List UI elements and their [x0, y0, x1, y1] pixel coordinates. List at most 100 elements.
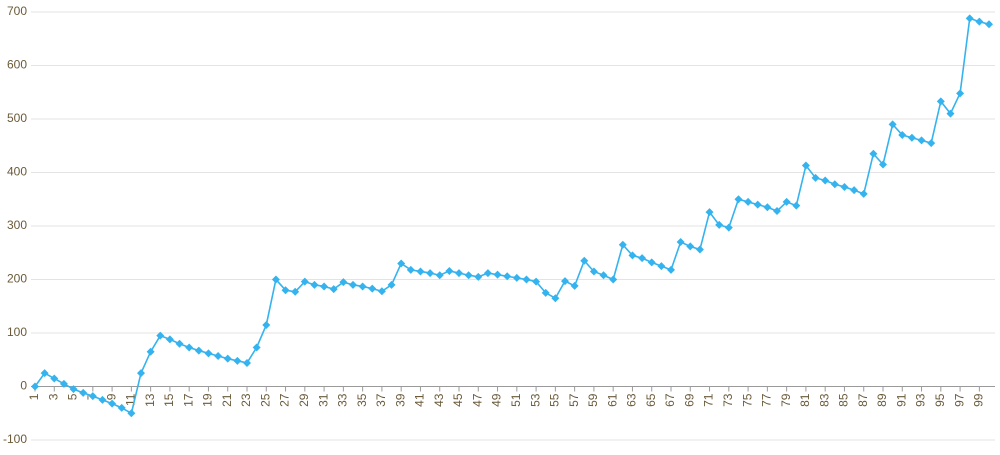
- point-marker: [349, 280, 357, 289]
- point-marker: [898, 131, 907, 140]
- point-marker: [31, 382, 39, 391]
- point-marker: [618, 240, 627, 249]
- point-marker: [435, 271, 444, 280]
- point-marker: [724, 223, 733, 232]
- point-marker: [532, 277, 541, 286]
- point-marker: [493, 270, 502, 279]
- point-marker: [79, 388, 88, 397]
- point-marker: [175, 339, 184, 348]
- point-marker: [676, 238, 685, 247]
- point-marker: [223, 354, 232, 363]
- point-marker: [310, 280, 319, 289]
- point-marker: [965, 14, 974, 23]
- point-marker: [262, 320, 271, 329]
- x-tick-label: 9: [104, 393, 118, 400]
- x-tick-label: 75: [740, 393, 754, 407]
- x-tick-label: 25: [258, 393, 272, 407]
- x-tick-label: 99: [972, 393, 986, 407]
- x-tick-label: 87: [856, 393, 870, 407]
- x-tick-label: 23: [239, 393, 253, 407]
- series-line: [34, 17, 990, 415]
- x-tick-label: 45: [451, 393, 465, 407]
- point-marker: [657, 262, 666, 271]
- x-tick-label: 53: [528, 393, 542, 407]
- x-tick-label: 33: [336, 393, 350, 407]
- x-tick-label: 5: [66, 393, 80, 400]
- point-marker: [792, 201, 801, 210]
- point-marker: [647, 258, 656, 267]
- point-marker: [773, 207, 781, 216]
- point-marker: [879, 160, 887, 169]
- x-tick-label: 49: [490, 393, 504, 407]
- point-marker: [252, 343, 261, 352]
- x-tick-label: 61: [605, 393, 619, 407]
- x-tick-label: 69: [682, 393, 696, 407]
- point-marker: [483, 269, 492, 278]
- x-tick-label: 65: [644, 393, 658, 407]
- point-marker: [811, 173, 820, 182]
- point-marker: [281, 286, 290, 295]
- x-tick-label: 89: [875, 393, 889, 407]
- point-marker: [541, 288, 550, 297]
- point-marker: [98, 395, 107, 404]
- x-tick-label: 3: [46, 393, 60, 400]
- x-tick-label: 73: [721, 393, 735, 407]
- point-marker: [609, 275, 618, 284]
- point-marker: [522, 275, 531, 284]
- point-marker: [869, 149, 878, 158]
- point-marker: [455, 269, 463, 278]
- y-tick-label: 600: [7, 58, 27, 72]
- point-marker: [474, 272, 483, 281]
- point-marker: [907, 133, 916, 142]
- point-marker: [416, 267, 425, 276]
- x-tick-label: 51: [509, 393, 523, 407]
- x-tick-label: 13: [143, 393, 157, 407]
- x-tick-label: 29: [297, 393, 311, 407]
- x-tick-label: 15: [162, 393, 176, 407]
- x-tick-label: 67: [663, 393, 677, 407]
- point-marker: [445, 266, 454, 275]
- point-marker: [214, 352, 223, 361]
- point-marker: [628, 251, 637, 260]
- point-marker: [888, 120, 897, 129]
- point-marker: [580, 256, 589, 265]
- x-tick-label: 63: [625, 393, 639, 407]
- point-marker: [715, 220, 724, 229]
- point-marker: [127, 409, 136, 418]
- point-marker: [464, 271, 473, 280]
- x-tick-label: 31: [316, 393, 330, 407]
- y-tick-label: -100: [3, 432, 27, 446]
- point-marker: [426, 269, 435, 278]
- x-tick-label: 21: [220, 393, 234, 407]
- point-marker: [821, 176, 830, 185]
- point-marker: [377, 287, 386, 296]
- point-marker: [859, 189, 868, 198]
- point-marker: [387, 280, 396, 289]
- point-marker: [638, 254, 647, 263]
- x-tick-label: 97: [952, 393, 966, 407]
- point-marker: [271, 275, 280, 284]
- point-marker: [782, 197, 791, 206]
- point-marker: [358, 282, 367, 291]
- y-tick-label: 0: [20, 379, 27, 393]
- point-marker: [204, 349, 213, 358]
- x-tick-label: 17: [181, 393, 195, 407]
- point-marker: [88, 392, 97, 401]
- y-tick-label: 100: [7, 325, 27, 339]
- point-marker: [686, 242, 695, 251]
- point-marker: [551, 294, 560, 303]
- x-tick-label: 41: [413, 393, 427, 407]
- point-marker: [406, 265, 415, 274]
- x-tick-label: 57: [567, 393, 581, 407]
- y-tick-label: 300: [7, 218, 27, 232]
- point-marker: [146, 347, 155, 356]
- x-tick-label: 39: [393, 393, 407, 407]
- point-marker: [512, 273, 521, 282]
- x-tick-label: 83: [817, 393, 831, 407]
- x-tick-label: 43: [432, 393, 446, 407]
- x-tick-label: 91: [894, 393, 908, 407]
- x-tick-label: 95: [933, 393, 947, 407]
- point-marker: [108, 399, 117, 408]
- x-tick-label: 27: [278, 393, 292, 407]
